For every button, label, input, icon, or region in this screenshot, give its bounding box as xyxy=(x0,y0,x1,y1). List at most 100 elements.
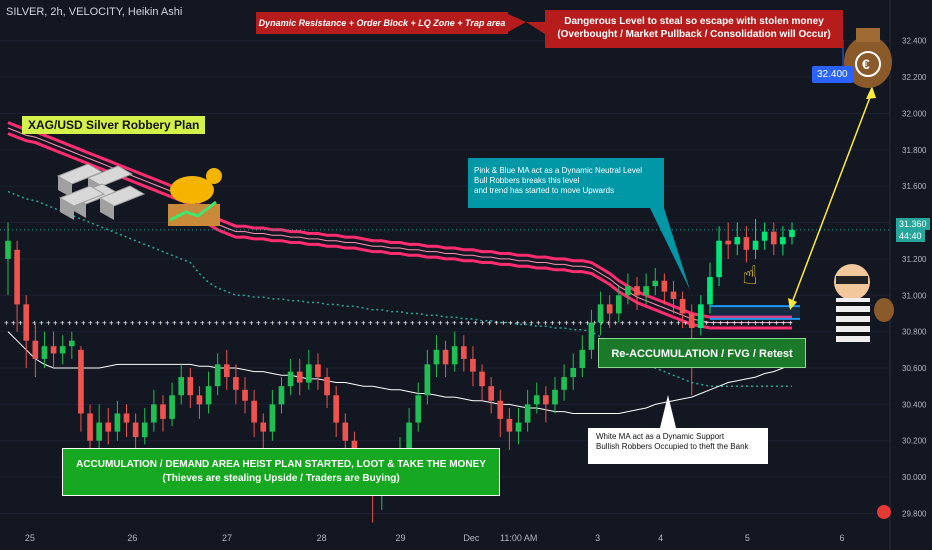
candle-body xyxy=(625,286,631,296)
last-price-tag: 31.360 xyxy=(896,218,930,230)
bag-body xyxy=(844,36,892,88)
candle-body xyxy=(588,322,595,350)
dotted-level-mark: + xyxy=(60,319,65,328)
dotted-level-mark: + xyxy=(4,319,9,328)
robber-stripe xyxy=(836,322,870,326)
dotted-level-mark: + xyxy=(291,319,296,328)
dotted-level-mark: + xyxy=(221,319,226,328)
dotted-level-mark: + xyxy=(326,319,331,328)
dotted-level-mark: + xyxy=(417,319,422,328)
dotted-level-mark: + xyxy=(242,319,247,328)
pink-ma-core xyxy=(7,127,792,323)
candle-body xyxy=(233,377,239,390)
candle-body xyxy=(59,346,66,354)
dotted-level-mark: + xyxy=(529,319,534,328)
y-tick-label: 32.400 xyxy=(902,37,927,46)
target-arrow xyxy=(789,91,873,309)
dotted-level-mark: + xyxy=(165,319,170,328)
candle-body xyxy=(105,422,112,432)
dotted-level-mark: + xyxy=(81,319,86,328)
dotted-level-mark: + xyxy=(536,319,541,328)
dotted-level-mark: + xyxy=(88,319,93,328)
dotted-level-mark: + xyxy=(438,319,443,328)
dotted-level-mark: + xyxy=(172,319,177,328)
dotted-level-mark: + xyxy=(214,319,219,328)
candle-body xyxy=(515,422,522,432)
candle-body xyxy=(424,364,431,396)
silver-bar-side xyxy=(60,198,74,220)
dotted-level-mark: + xyxy=(473,319,478,328)
teal-dotted-ma xyxy=(7,190,792,387)
dotted-level-mark: + xyxy=(368,319,373,328)
candle-body xyxy=(251,400,257,423)
dotted-level-mark: + xyxy=(662,319,667,328)
dotted-level-mark: + xyxy=(585,319,590,328)
candle-body xyxy=(442,349,449,365)
candle-body xyxy=(707,277,713,305)
dotted-level-mark: + xyxy=(627,319,632,328)
robber-stripe xyxy=(836,332,870,336)
silver-bars-icon xyxy=(56,163,146,220)
resistance-pointer xyxy=(508,14,526,32)
x-tick-label: 28 xyxy=(317,533,327,543)
silver-bar-side xyxy=(100,198,114,220)
candle-body xyxy=(670,291,677,299)
candle-body xyxy=(561,377,567,390)
y-tick-label: 29.800 xyxy=(902,509,927,518)
dotted-level-mark: + xyxy=(298,319,303,328)
candle-body xyxy=(32,340,39,359)
support-note: White MA act as a Dynamic Support Bullis… xyxy=(588,428,768,464)
bag-neck xyxy=(856,28,880,42)
x-tick-label: 4 xyxy=(658,533,663,543)
candle-body xyxy=(451,346,458,365)
dotted-level-mark: + xyxy=(151,319,156,328)
candle-body xyxy=(68,340,75,347)
dotted-level-mark: + xyxy=(382,319,387,328)
dotted-level-mark: + xyxy=(361,319,366,328)
x-tick-label: 3 xyxy=(595,533,600,543)
candle-body xyxy=(269,404,276,432)
dotted-level-mark: + xyxy=(396,319,401,328)
dotted-level-mark: + xyxy=(494,319,499,328)
dotted-level-mark: + xyxy=(424,319,429,328)
candle-body xyxy=(223,364,230,378)
x-tick-label: 26 xyxy=(127,533,137,543)
bull-body xyxy=(170,176,214,204)
bull-icon xyxy=(168,168,222,226)
dotted-level-mark: + xyxy=(739,319,744,328)
candle-body xyxy=(524,404,531,423)
y-tick-label: 30.200 xyxy=(902,437,927,446)
dotted-level-mark: + xyxy=(774,319,779,328)
dotted-level-mark: + xyxy=(228,319,233,328)
candle-body xyxy=(606,304,613,314)
candle-body xyxy=(634,286,640,296)
dotted-level-mark: + xyxy=(312,319,317,328)
dotted-level-mark: + xyxy=(11,319,16,328)
dotted-level-mark: + xyxy=(620,319,625,328)
countdown-tag: 44:40 xyxy=(896,230,925,242)
candle-body xyxy=(470,358,476,372)
dotted-level-mark: + xyxy=(606,319,611,328)
candle-body xyxy=(333,395,340,423)
dotted-level-mark: + xyxy=(123,319,128,328)
dotted-level-mark: + xyxy=(403,319,408,328)
dotted-level-mark: + xyxy=(200,319,205,328)
dotted-level-mark: + xyxy=(235,319,240,328)
dotted-level-mark: + xyxy=(263,319,268,328)
dotted-level-mark: + xyxy=(256,319,261,328)
silver-bar-side xyxy=(58,176,72,198)
candle-body xyxy=(780,237,786,245)
candle-body xyxy=(196,395,203,405)
white-line-2: Bullish Robbers Occupied to theft the Ba… xyxy=(596,442,749,451)
candle-body xyxy=(506,418,513,432)
candle-body xyxy=(315,364,321,378)
candle-body xyxy=(488,386,494,401)
dotted-level-mark: + xyxy=(753,319,758,328)
candle-body xyxy=(716,240,722,278)
dotted-level-mark: + xyxy=(333,319,338,328)
dotted-level-mark: + xyxy=(725,319,730,328)
robber-icon xyxy=(834,264,894,342)
danger-line-2: (Overbought / Market Pullback / Consolid… xyxy=(557,29,831,40)
candle-body xyxy=(114,413,121,432)
candle-body xyxy=(324,377,330,396)
